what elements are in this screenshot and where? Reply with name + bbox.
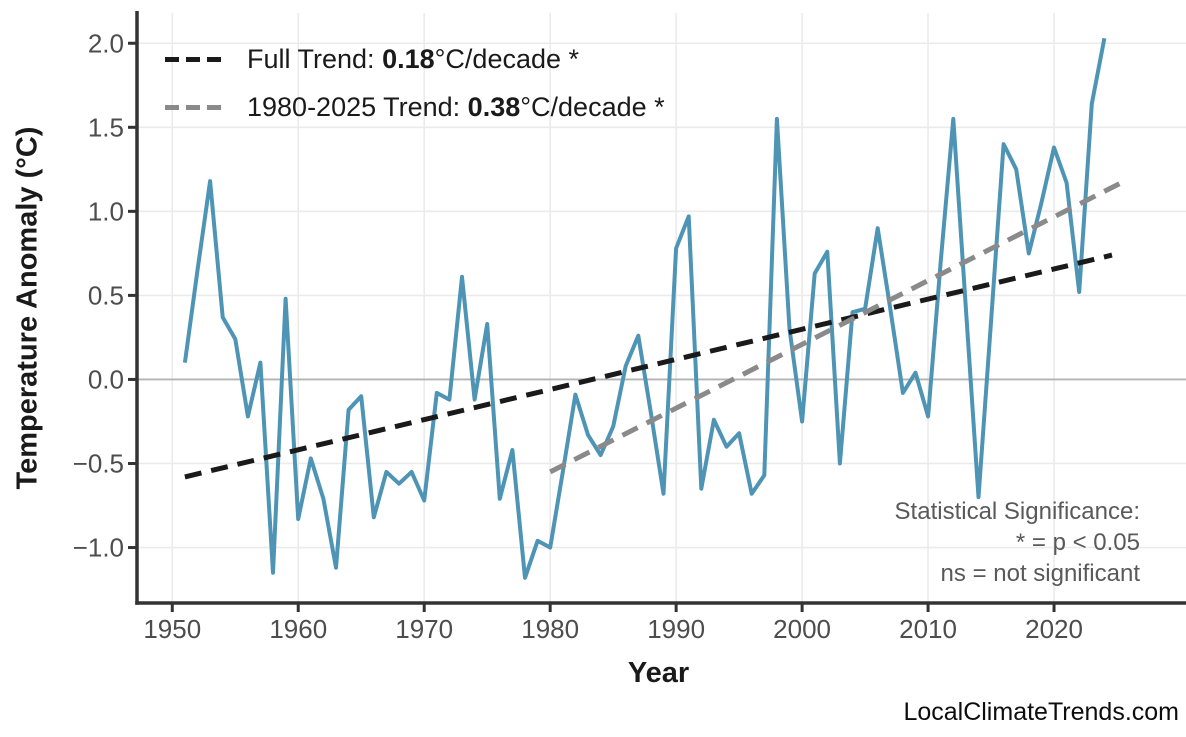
watermark: LocalClimateTrends.com bbox=[903, 698, 1179, 726]
x-tick-label: 1980 bbox=[521, 614, 579, 644]
legend-label-full-trend: Full Trend: 0.18°C/decade * bbox=[247, 44, 579, 75]
y-tick-label: −0.5 bbox=[73, 448, 124, 478]
full-trend-dash-swatch bbox=[165, 56, 222, 62]
significance-title: Statistical Significance: bbox=[894, 498, 1140, 525]
legend-item-recent-trend: 1980-2025 Trend: 0.38°C/decade * bbox=[165, 91, 665, 123]
legend-label-recent-trend: 1980-2025 Trend: 0.38°C/decade * bbox=[247, 92, 665, 123]
x-tick-label: 2000 bbox=[773, 614, 831, 644]
y-tick-label: 1.5 bbox=[88, 112, 124, 142]
significance-line-p: * = p < 0.05 bbox=[1015, 529, 1140, 556]
legend-full-value: 0.18 bbox=[382, 43, 435, 74]
legend-recent-suffix: °C/decade * bbox=[520, 91, 665, 122]
y-tick-label: 0.5 bbox=[88, 280, 124, 310]
significance-note: Statistical Significance: * = p < 0.05 n… bbox=[895, 496, 1140, 589]
annual-temperature-anomaly-line bbox=[182, 37, 1107, 580]
x-tick-label: 1970 bbox=[395, 614, 453, 644]
y-tick-label: 2.0 bbox=[88, 28, 124, 58]
x-axis-title: Year bbox=[627, 657, 690, 689]
legend-full-prefix: Full Trend: bbox=[247, 43, 383, 74]
recent-trend-dash-swatch bbox=[165, 104, 222, 110]
y-tick-label: −1.0 bbox=[73, 533, 124, 563]
significance-line-ns: ns = not significant bbox=[940, 560, 1140, 587]
y-tick-label: 0.0 bbox=[88, 364, 124, 394]
full-trend-line bbox=[184, 252, 1113, 480]
legend-recent-value: 0.38 bbox=[467, 91, 521, 122]
x-tick-label: 1950 bbox=[143, 614, 201, 644]
x-tick-label: 2020 bbox=[1025, 614, 1083, 644]
x-tick-label: 1960 bbox=[269, 614, 327, 644]
y-tick-label: 1.0 bbox=[88, 196, 124, 226]
legend-full-suffix: °C/decade * bbox=[434, 43, 580, 74]
x-tick-label: 2010 bbox=[899, 614, 957, 644]
axes: 1950 1960 1970 1980 1990 2000 2010 2020 2.0 1.5 1.… bbox=[73, 11, 1186, 644]
x-tick-label: 1990 bbox=[647, 614, 705, 644]
legend-recent-prefix: 1980-2025 Trend: bbox=[247, 91, 468, 122]
series-lines bbox=[182, 37, 1126, 580]
legend-item-full-trend: Full Trend: 0.18°C/decade * bbox=[165, 43, 579, 75]
y-axis-title: Temperature Anomaly (°C) bbox=[11, 126, 44, 490]
